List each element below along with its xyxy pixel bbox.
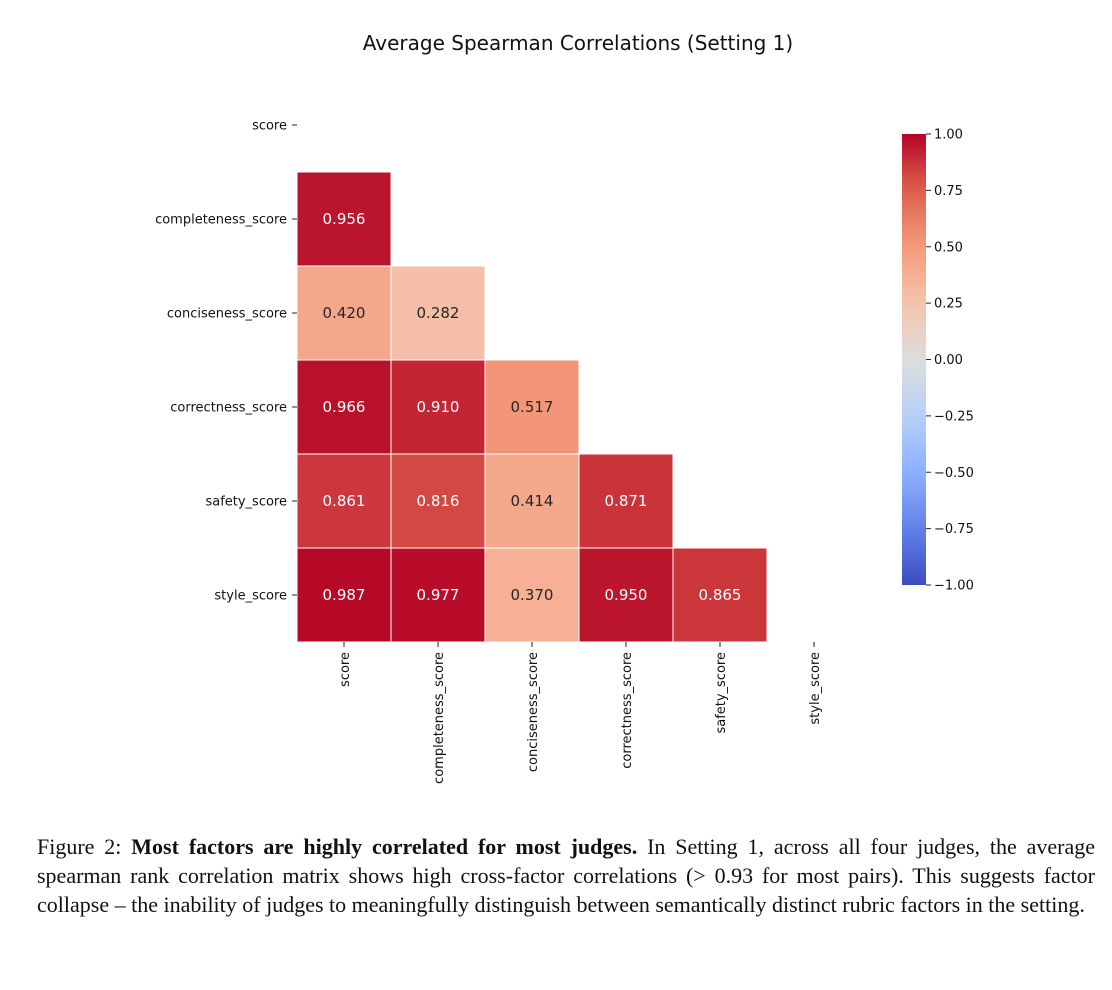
colorbar-tick-label: 1.00 bbox=[934, 128, 963, 143]
cell-safety_score-completeness_score bbox=[390, 453, 486, 549]
col-label-score: score bbox=[338, 652, 353, 687]
figure-caption: Figure 2: Most factors are highly correl… bbox=[37, 832, 1095, 919]
heatmap-figure: Average Spearman Correlations (Setting 1… bbox=[155, 31, 974, 784]
colorbar-tick-label: 0.00 bbox=[934, 353, 963, 368]
cell-value-label: 0.910 bbox=[417, 398, 460, 416]
row-label-completeness_score: completeness_score bbox=[155, 213, 287, 228]
cell-style_score-safety_score bbox=[672, 547, 768, 643]
cell-conciseness_score-completeness_score bbox=[390, 265, 486, 361]
caption-prefix: Figure 2: bbox=[37, 834, 132, 859]
colorbar-gradient bbox=[902, 134, 926, 585]
cell-value-label: 0.966 bbox=[323, 398, 366, 416]
cell-conciseness_score-score bbox=[296, 265, 392, 361]
cell-value-label: 0.282 bbox=[417, 304, 460, 322]
colorbar-tick-label: 0.50 bbox=[934, 240, 963, 255]
cell-value-label: 0.517 bbox=[511, 398, 554, 416]
row-label-correctness_score: correctness_score bbox=[170, 401, 287, 416]
cell-safety_score-correctness_score bbox=[578, 453, 674, 549]
cell-value-label: 0.865 bbox=[699, 586, 742, 604]
row-label-safety_score: safety_score bbox=[205, 495, 287, 510]
colorbar-tick-label: 0.75 bbox=[934, 184, 963, 199]
caption-text: In Setting 1, across all four judges, th… bbox=[37, 834, 1095, 917]
col-label-style_score: style_score bbox=[808, 652, 823, 725]
colorbar-tick-label: −0.50 bbox=[934, 466, 974, 481]
colorbar: 1.00 0.75 0.50 0.25 0.00 −0.25 −0.50 −0.75 −1.00 bbox=[902, 128, 974, 594]
cell-annotations: 0.956 0.420 0.282 0.966 0.910 0.517 0.861 0.816… bbox=[323, 210, 742, 604]
cell-correctness_score-conciseness_score bbox=[484, 359, 580, 455]
colorbar-tick-label: −0.25 bbox=[934, 409, 974, 424]
cell-value-label: 0.370 bbox=[511, 586, 554, 604]
cell-value-label: 0.420 bbox=[323, 304, 366, 322]
cell-value-label: 0.871 bbox=[605, 492, 648, 510]
row-label-conciseness_score: conciseness_score bbox=[167, 307, 287, 322]
cell-value-label: 0.816 bbox=[417, 492, 460, 510]
cell-correctness_score-completeness_score bbox=[390, 359, 486, 455]
cell-value-label: 0.950 bbox=[605, 586, 648, 604]
cell-value-label: 0.987 bbox=[323, 586, 366, 604]
x-axis: score completeness_score conciseness_score… bbox=[338, 642, 823, 784]
colorbar-tick-label: −0.75 bbox=[934, 522, 974, 537]
cell-value-label: 0.861 bbox=[323, 492, 366, 510]
col-label-completeness_score: completeness_score bbox=[432, 652, 447, 784]
cell-completeness_score-score bbox=[296, 171, 392, 267]
y-axis: score completeness_score conciseness_score… bbox=[155, 119, 297, 604]
row-label-style_score: style_score bbox=[214, 589, 287, 604]
cell-value-label: 0.977 bbox=[417, 586, 460, 604]
chart-title: Average Spearman Correlations (Setting 1… bbox=[363, 31, 793, 55]
cell-correctness_score-score bbox=[296, 359, 392, 455]
row-label-score: score bbox=[252, 119, 287, 134]
colorbar-tick-label: 0.25 bbox=[934, 297, 963, 312]
caption-bold: Most factors are highly correlated for m… bbox=[131, 834, 638, 859]
col-label-safety_score: safety_score bbox=[714, 652, 729, 734]
cell-value-label: 0.414 bbox=[511, 492, 554, 510]
col-label-correctness_score: correctness_score bbox=[620, 652, 635, 769]
heatmap-cells bbox=[296, 171, 768, 643]
cell-style_score-correctness_score bbox=[578, 547, 674, 643]
cell-style_score-conciseness_score bbox=[484, 547, 580, 643]
col-label-conciseness_score: conciseness_score bbox=[526, 652, 541, 772]
colorbar-tick-label: −1.00 bbox=[934, 579, 974, 594]
cell-value-label: 0.956 bbox=[323, 210, 366, 228]
cell-style_score-completeness_score bbox=[390, 547, 486, 643]
